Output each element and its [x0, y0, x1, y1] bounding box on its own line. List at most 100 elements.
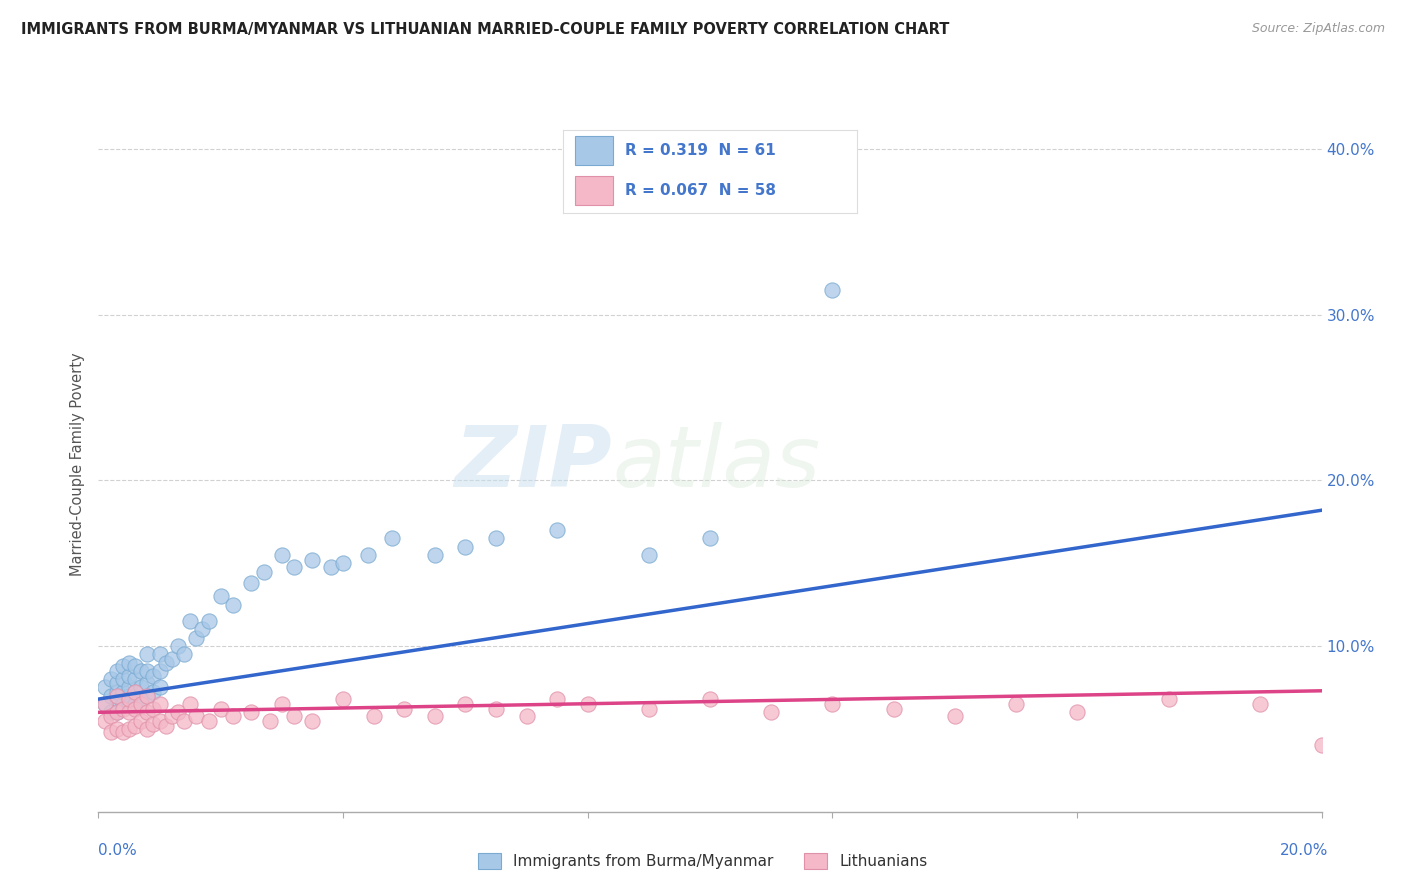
Point	[759, 706, 782, 720]
Point	[821, 697, 844, 711]
Point	[301, 553, 323, 567]
Point	[149, 697, 172, 711]
Point	[270, 548, 292, 562]
Point	[821, 283, 844, 297]
Point	[100, 672, 122, 686]
Point	[301, 714, 323, 728]
Point	[118, 689, 141, 703]
Point	[105, 692, 128, 706]
Point	[160, 708, 183, 723]
Point	[111, 672, 134, 686]
Point	[136, 664, 159, 678]
Point	[111, 702, 134, 716]
Point	[222, 598, 245, 612]
Point	[105, 706, 128, 720]
Point	[179, 614, 201, 628]
Point	[209, 590, 232, 604]
Point	[149, 648, 172, 662]
Point	[332, 556, 354, 570]
Point	[485, 532, 508, 546]
Point	[124, 685, 146, 699]
Point	[883, 702, 905, 716]
Point	[454, 540, 477, 554]
Point	[129, 692, 152, 706]
Point	[105, 689, 128, 703]
Text: IMMIGRANTS FROM BURMA/MYANMAR VS LITHUANIAN MARRIED-COUPLE FAMILY POVERTY CORREL: IMMIGRANTS FROM BURMA/MYANMAR VS LITHUAN…	[21, 22, 949, 37]
Point	[93, 681, 115, 695]
Point	[118, 692, 141, 706]
Point	[93, 697, 115, 711]
Point	[381, 532, 404, 546]
Point	[118, 722, 141, 736]
Point	[319, 559, 342, 574]
Point	[240, 576, 263, 591]
Point	[124, 659, 146, 673]
Point	[136, 675, 159, 690]
Point	[124, 697, 146, 711]
Point	[332, 692, 354, 706]
Point	[136, 689, 159, 703]
Point	[100, 708, 122, 723]
Point	[111, 725, 134, 739]
Point	[546, 523, 568, 537]
Point	[149, 681, 172, 695]
Point	[699, 532, 721, 546]
Point	[392, 702, 416, 716]
Point	[136, 706, 159, 720]
Y-axis label: Married-Couple Family Poverty: Married-Couple Family Poverty	[70, 352, 86, 575]
Point	[197, 614, 219, 628]
Point	[186, 708, 208, 723]
Text: 0.0%: 0.0%	[98, 843, 138, 858]
Point	[485, 702, 508, 716]
Point	[100, 725, 122, 739]
Point	[637, 548, 661, 562]
Point	[149, 714, 172, 728]
Point	[179, 697, 201, 711]
Point	[283, 708, 305, 723]
Point	[93, 697, 115, 711]
Point	[142, 685, 165, 699]
Point	[270, 697, 292, 711]
Point	[454, 697, 477, 711]
Legend: Immigrants from Burma/Myanmar, Lithuanians: Immigrants from Burma/Myanmar, Lithuania…	[472, 847, 934, 875]
Point	[160, 652, 183, 666]
Point	[124, 672, 146, 686]
Point	[136, 722, 159, 736]
Point	[100, 689, 122, 703]
Point	[1066, 706, 1088, 720]
Point	[129, 681, 152, 695]
Point	[129, 714, 152, 728]
Point	[546, 692, 568, 706]
Point	[105, 664, 128, 678]
Text: Source: ZipAtlas.com: Source: ZipAtlas.com	[1251, 22, 1385, 36]
Point	[155, 656, 177, 670]
Point	[283, 559, 305, 574]
Point	[111, 697, 134, 711]
Point	[186, 631, 208, 645]
Point	[93, 714, 115, 728]
Point	[105, 722, 128, 736]
Point	[155, 718, 177, 732]
Point	[118, 706, 141, 720]
Point	[111, 659, 134, 673]
Point	[637, 702, 661, 716]
Point	[118, 681, 141, 695]
Point	[136, 689, 159, 703]
Point	[142, 717, 165, 731]
Point	[222, 708, 245, 723]
Point	[516, 708, 538, 723]
Point	[129, 664, 152, 678]
Point	[576, 697, 599, 711]
Point	[129, 697, 152, 711]
Point	[100, 706, 122, 720]
Point	[124, 685, 146, 699]
Point	[167, 639, 190, 653]
Point	[423, 548, 446, 562]
Point	[149, 664, 172, 678]
Point	[259, 714, 281, 728]
Point	[1004, 697, 1026, 711]
Point	[191, 623, 214, 637]
Text: ZIP: ZIP	[454, 422, 612, 506]
Point	[423, 708, 446, 723]
Point	[167, 706, 190, 720]
